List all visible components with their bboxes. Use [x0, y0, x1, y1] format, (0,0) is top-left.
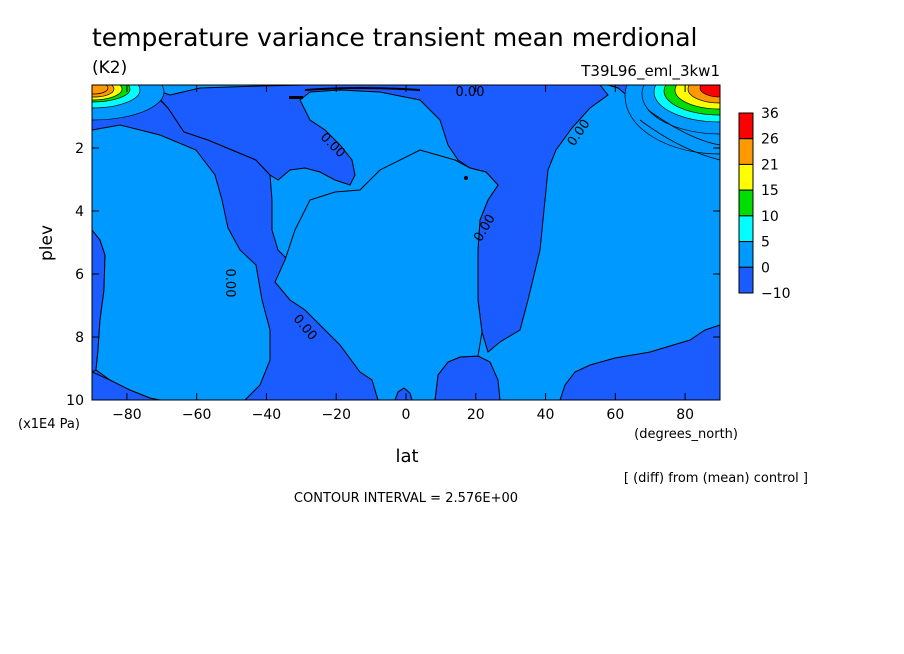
x-tick-label: 60 — [606, 407, 624, 423]
negative-region-upper-mid — [149, 85, 609, 353]
x-tick-label: −40 — [252, 407, 282, 423]
x-axis-units: (degrees_north) — [634, 427, 738, 442]
colorbar-level-label: 15 — [761, 183, 779, 199]
units-label: (K2) — [92, 58, 127, 78]
y-tick-label: 4 — [75, 204, 84, 220]
colorbar-swatch — [738, 189, 754, 217]
colorbar-level-label: 21 — [761, 157, 779, 173]
contour-label: 0.00 — [456, 85, 485, 100]
y-axis-label: plev — [37, 225, 57, 261]
chart-title: temperature variance transient mean merd… — [92, 23, 698, 52]
colorbar: 36 26 21 15 10 5 0 −10 — [738, 106, 791, 302]
y-tick-label: 2 — [75, 141, 84, 157]
x-axis-label: lat — [395, 446, 418, 467]
zero-region-left-tongue — [92, 124, 271, 400]
colorbar-level-label: 10 — [761, 209, 779, 225]
colorbar-level-label: 26 — [761, 132, 779, 148]
colorbar-level-label: −10 — [761, 286, 791, 302]
colorbar-level-label: 36 — [761, 106, 779, 122]
colorbar-swatch — [738, 163, 754, 191]
y-axis: 2 4 6 8 10 — [66, 141, 720, 409]
run-label: T39L96_eml_3kw1 — [580, 62, 720, 81]
colorbar-swatch — [738, 215, 754, 243]
small-feature-line — [289, 96, 303, 99]
small-contour-dot — [464, 176, 468, 180]
contour-plot-area — [92, 85, 720, 400]
x-tick-label: 0 — [402, 407, 411, 423]
warm-anomaly-north-pole — [624, 85, 720, 161]
y-tick-label: 6 — [75, 267, 84, 283]
upper-contour-line — [304, 87, 421, 91]
x-tick-label: 80 — [676, 407, 694, 423]
colorbar-level-label: 5 — [761, 235, 770, 251]
x-tick-label: 40 — [537, 407, 555, 423]
y-tick-label: 8 — [75, 330, 84, 346]
colorbar-swatch — [738, 266, 754, 294]
contour-interval: CONTOUR INTERVAL = 2.576E+00 — [294, 491, 518, 506]
contour-label: 0.00 — [222, 269, 237, 298]
x-tick-label: −60 — [182, 407, 212, 423]
x-tick-label: −80 — [112, 407, 142, 423]
negative-region-bottom-right — [559, 324, 720, 400]
y-axis-units: (x1E4 Pa) — [18, 417, 80, 432]
x-tick-label: 20 — [467, 407, 485, 423]
y-tick-label: 10 — [66, 393, 84, 409]
warm-anomaly-south-pole — [92, 85, 165, 121]
colorbar-swatch — [738, 112, 754, 140]
zero-region-central — [274, 149, 499, 400]
colorbar-level-label: 0 — [761, 260, 770, 276]
colorbar-swatch — [738, 241, 754, 268]
x-tick-label: −20 — [321, 407, 351, 423]
colorbar-swatch — [738, 138, 754, 165]
x-axis: −80 −60 −40 −20 0 20 40 60 80 — [112, 85, 694, 423]
diff-note: [ (diff) from (mean) control ] — [624, 471, 808, 486]
